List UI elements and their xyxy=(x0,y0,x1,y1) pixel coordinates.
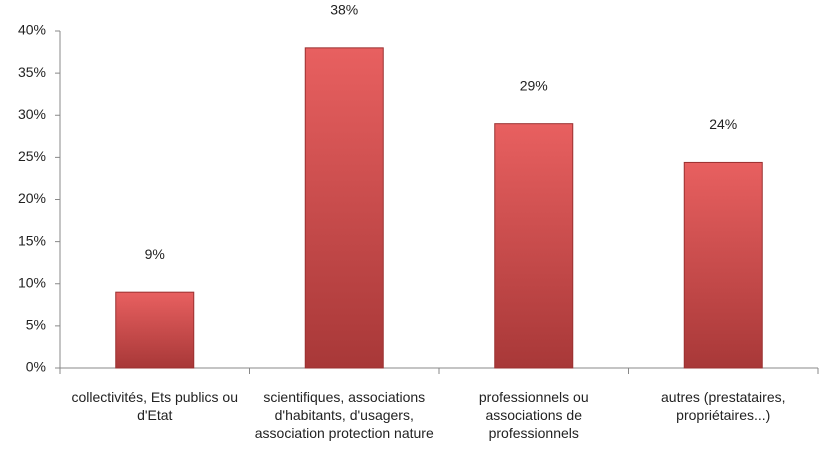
x-tick-label: collectivités, Ets publics ou d'Etat xyxy=(71,389,239,423)
y-tick-label: 30% xyxy=(18,106,46,122)
bar xyxy=(304,47,384,369)
y-tick-label: 15% xyxy=(18,232,46,248)
x-tick-label: autres (prestataires, propriétaires...) xyxy=(661,389,786,423)
bar xyxy=(115,291,195,369)
y-tick-label: 0% xyxy=(26,359,46,375)
y-tick-label: 25% xyxy=(18,148,46,164)
y-tick-label: 20% xyxy=(18,190,46,206)
y-tick-label: 35% xyxy=(18,64,46,80)
bar xyxy=(494,123,574,369)
data-label: 38% xyxy=(330,2,358,18)
y-tick-label: 5% xyxy=(26,317,46,333)
data-label: 24% xyxy=(709,116,737,132)
x-tick-label: scientifiques, associations d'habitants,… xyxy=(254,389,434,441)
data-label: 29% xyxy=(520,77,548,93)
data-label: 9% xyxy=(145,246,165,262)
y-tick-label: 40% xyxy=(18,22,46,38)
bar xyxy=(683,161,763,369)
x-tick-label: professionnels ou associations de profes… xyxy=(478,389,589,441)
y-tick-label: 10% xyxy=(18,274,46,290)
